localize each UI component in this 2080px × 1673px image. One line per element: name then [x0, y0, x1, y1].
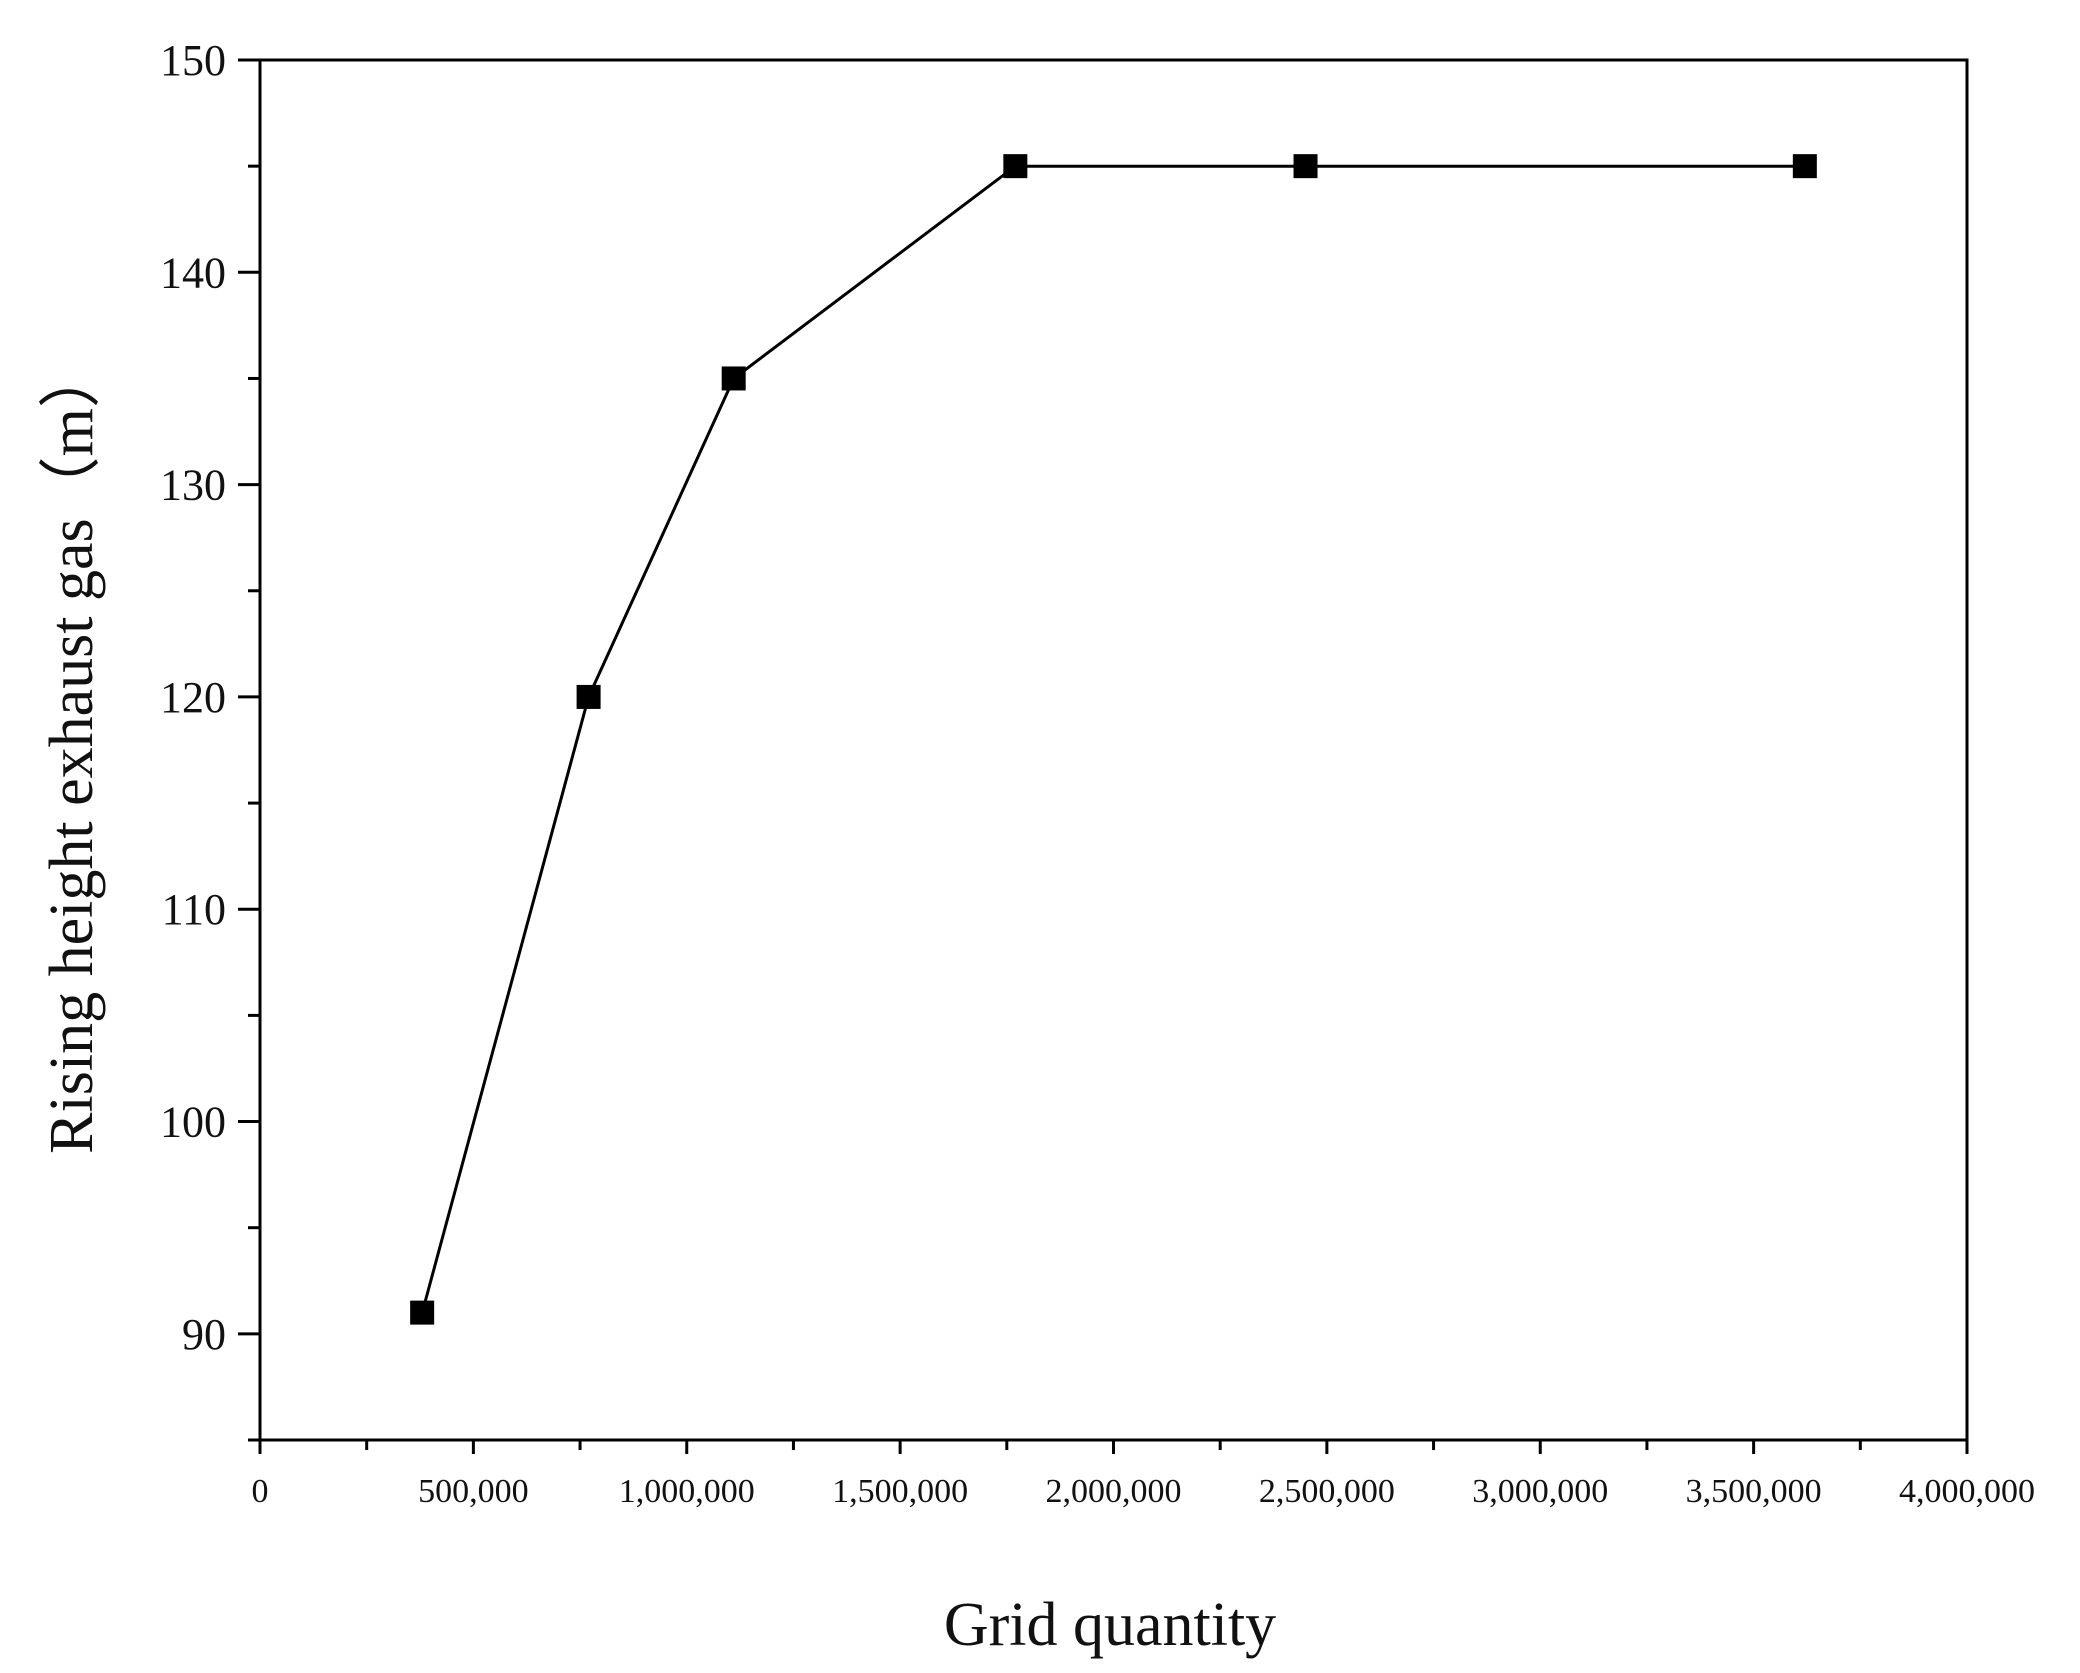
x-tick-label: 3,500,000	[1686, 1473, 1822, 1510]
x-tick-label: 4,000,000	[1899, 1473, 2035, 1510]
x-tick-label: 500,000	[418, 1473, 529, 1510]
x-tick-label: 2,500,000	[1259, 1473, 1395, 1510]
y-tick-label: 150	[160, 36, 226, 85]
data-point-marker	[1792, 154, 1817, 179]
x-tick-label: 0	[252, 1473, 269, 1510]
x-tick-label: 3,000,000	[1472, 1473, 1608, 1510]
axis-ticks	[238, 58, 1969, 1454]
plot-area-border	[258, 58, 1969, 1442]
data-point-marker	[410, 1300, 435, 1325]
x-tick-label: 1,500,000	[832, 1473, 968, 1510]
y-tick-label: 120	[160, 673, 226, 722]
y-tick-label: 130	[160, 461, 226, 510]
y-tick-label: 90	[182, 1310, 226, 1359]
data-point-marker	[721, 366, 746, 391]
series-line	[420, 164, 1805, 1313]
data-point-marker	[576, 684, 601, 709]
y-tick-label: 110	[162, 885, 226, 934]
data-point-marker	[1003, 154, 1028, 179]
plot-frame	[258, 58, 1969, 1442]
series-line-group	[420, 164, 1805, 1313]
y-axis-title: Rising height exhaust gas（m）	[38, 346, 106, 1154]
y-axis-tick-labels: 90 100 110 120 130 140 150	[160, 36, 226, 1359]
x-axis-title: Grid quantity	[944, 1591, 1276, 1659]
series-markers-group	[410, 154, 1817, 1325]
x-tick-label: 2,000,000	[1046, 1473, 1182, 1510]
y-tick-label: 100	[160, 1098, 226, 1147]
x-tick-label: 1,000,000	[619, 1473, 755, 1510]
y-tick-label: 140	[160, 248, 226, 297]
x-axis-tick-labels: 0 500,000 1,000,000 1,500,000 2,000,000 2,500…	[252, 1473, 2036, 1510]
data-point-marker	[1293, 154, 1318, 179]
